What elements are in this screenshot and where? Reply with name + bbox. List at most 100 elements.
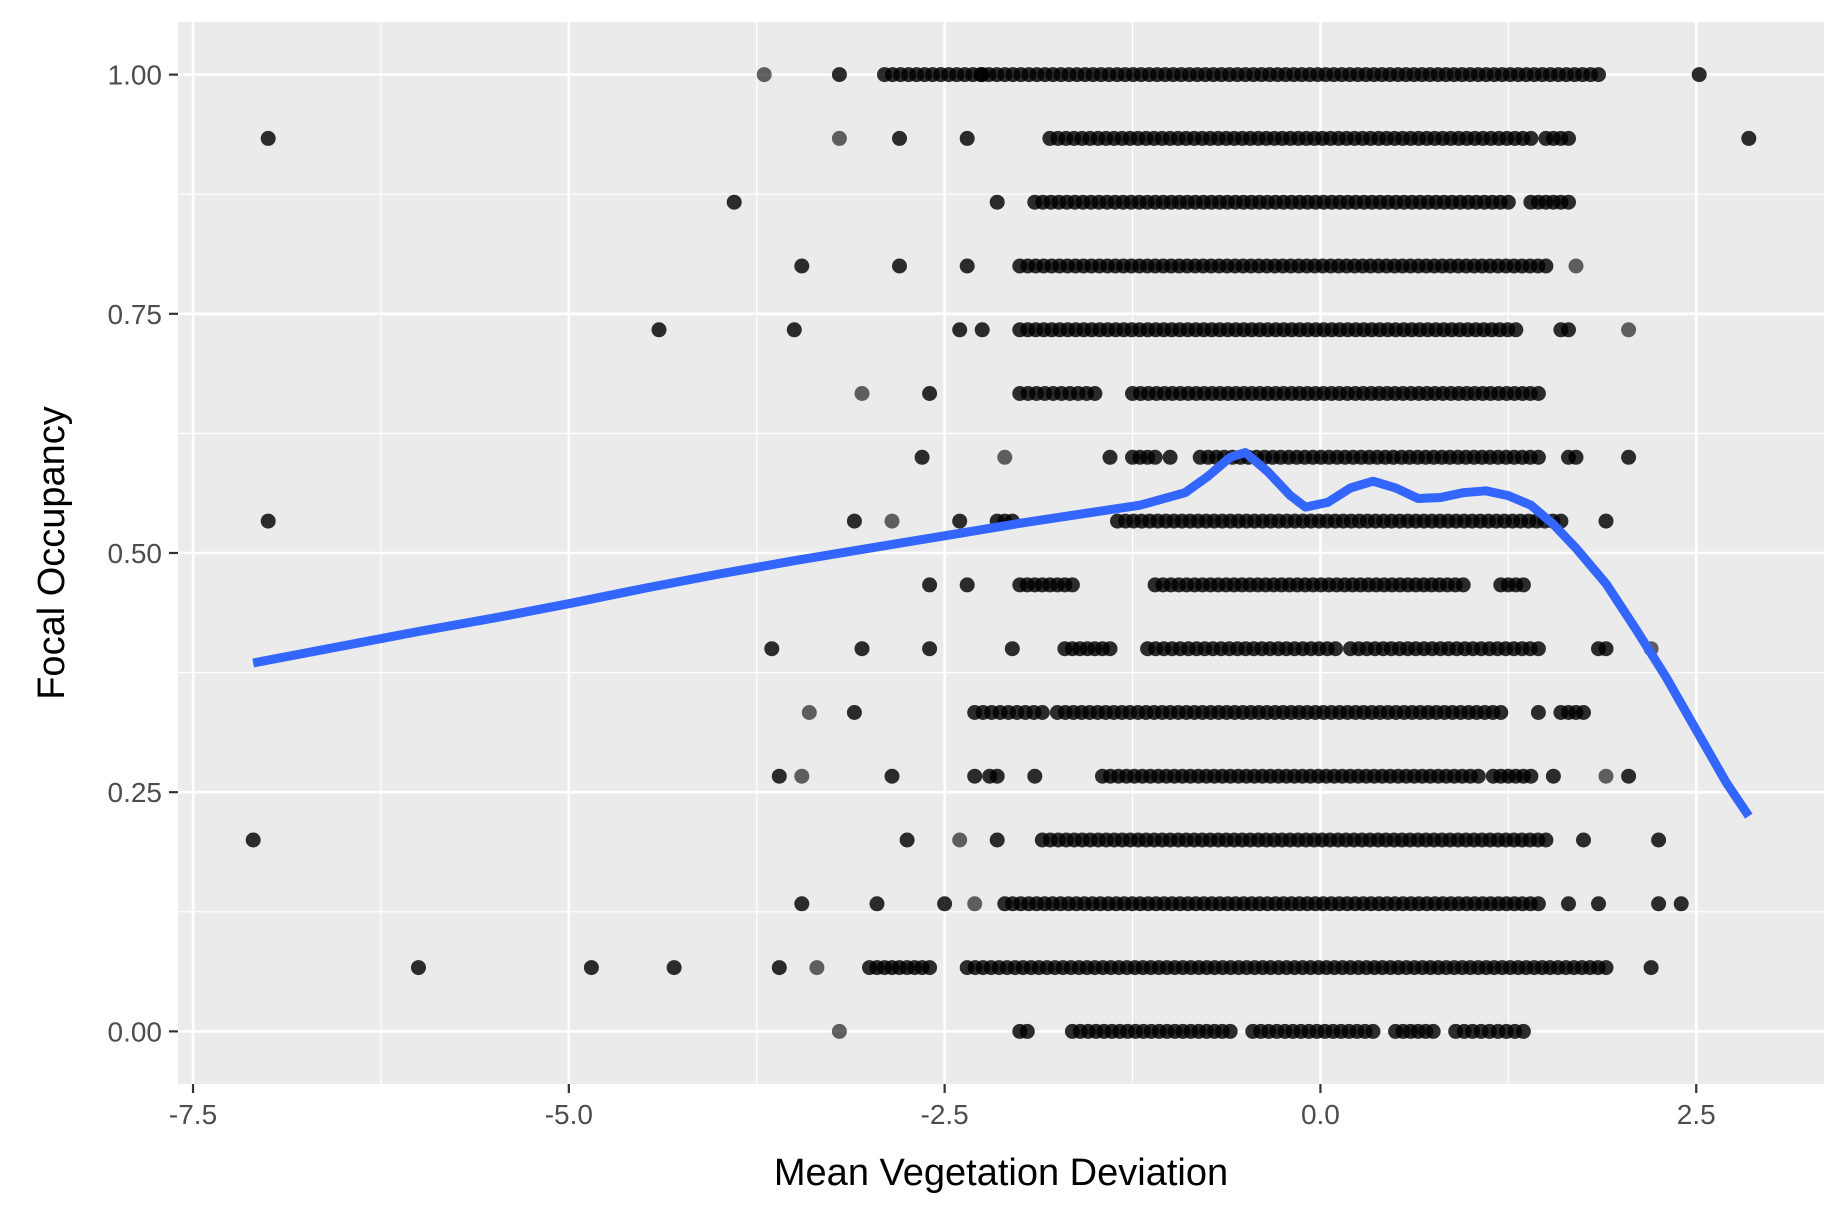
data-point [1508,322,1524,338]
x-tick-label: 0.0 [1301,1099,1340,1130]
x-axis-title: Mean Vegetation Deviation [774,1152,1228,1194]
data-point [786,322,802,338]
data-point [892,130,907,146]
y-tick-label: 1.00 [108,60,163,91]
smooth-line-layer [252,448,1753,819]
data-point [260,513,276,529]
data-point [260,130,276,146]
x-tick-label: -2.5 [921,1099,969,1130]
data-point [1102,641,1118,657]
data-point [1561,194,1576,210]
data-point [1576,832,1591,848]
data-point [1621,449,1637,465]
data-point [1673,896,1689,912]
data-point [937,896,953,912]
data-point [1643,960,1659,976]
data-point [989,194,1005,210]
data-point [952,832,968,848]
data-point [967,896,983,912]
data-point [1545,768,1561,784]
data-point [1530,641,1546,657]
data-point [1004,641,1020,657]
data-point [1470,768,1486,784]
data-point [831,67,847,83]
data-point [1019,1023,1035,1039]
data-point [1561,896,1576,912]
data-point [899,832,915,848]
data-point [1691,67,1707,83]
y-tick-label: 0.75 [108,299,163,330]
data-point [1591,67,1606,83]
x-tick-label: -7.5 [169,1099,217,1130]
data-point [1598,960,1614,976]
data-point [997,449,1013,465]
data-point [884,768,900,784]
data-point [1741,130,1757,146]
data-point [831,1023,847,1039]
data-point [1162,449,1178,465]
data-point [1365,1023,1381,1039]
data-point [1598,768,1614,784]
data-point [756,67,772,83]
data-point [1222,1023,1238,1039]
data-point [411,960,426,976]
data-point [914,449,930,465]
data-point [1515,577,1531,593]
data-point [854,641,870,657]
data-point [854,386,870,401]
data-point [959,130,975,146]
data-point [245,832,261,848]
data-point [869,896,885,912]
x-tick-label: 2.5 [1677,1099,1716,1130]
data-point [922,386,938,401]
y-axis-title: Focal Occupancy [31,406,73,700]
data-point [771,768,787,784]
data-point [1651,832,1667,848]
data-point [1034,705,1050,720]
data-point [1530,896,1546,912]
data-point [989,832,1005,848]
data-point [1576,705,1591,720]
data-point [892,258,907,274]
data-point [1598,513,1614,529]
data-point [959,577,975,593]
data-point [583,960,599,976]
data-point [831,130,847,146]
data-point [1493,705,1509,720]
data-point [764,641,780,657]
data-point [846,705,862,720]
data-point [1561,130,1576,146]
data-point [1425,1023,1441,1039]
smooth-line [252,448,1753,819]
y-tick-label: 0.00 [108,1016,163,1047]
x-tick-label: -5.0 [545,1099,593,1130]
data-point [1087,386,1103,401]
data-point [1591,896,1606,912]
data-point [1500,194,1516,210]
data-point [974,322,990,338]
data-point [794,768,810,784]
data-point [1328,641,1343,657]
data-points [245,67,1757,1039]
data-point [794,258,810,274]
data-point [1027,768,1043,784]
data-point [1598,641,1614,657]
x-axis: -7.5 -5.0 -2.5 0.0 2.5 [169,1084,1716,1130]
data-point [1064,577,1080,593]
data-point [726,194,742,210]
data-point [959,258,975,274]
data-point [922,577,938,593]
data-point [771,960,787,976]
data-point [801,705,817,720]
data-point [1523,768,1539,784]
data-point [1523,130,1539,146]
data-point [1538,832,1554,848]
data-point [1621,768,1637,784]
data-point [794,896,810,912]
data-point [1568,258,1584,274]
data-point [1568,449,1584,465]
y-tick-label: 0.50 [108,538,163,569]
data-point [1530,705,1546,720]
data-point [1530,386,1546,401]
